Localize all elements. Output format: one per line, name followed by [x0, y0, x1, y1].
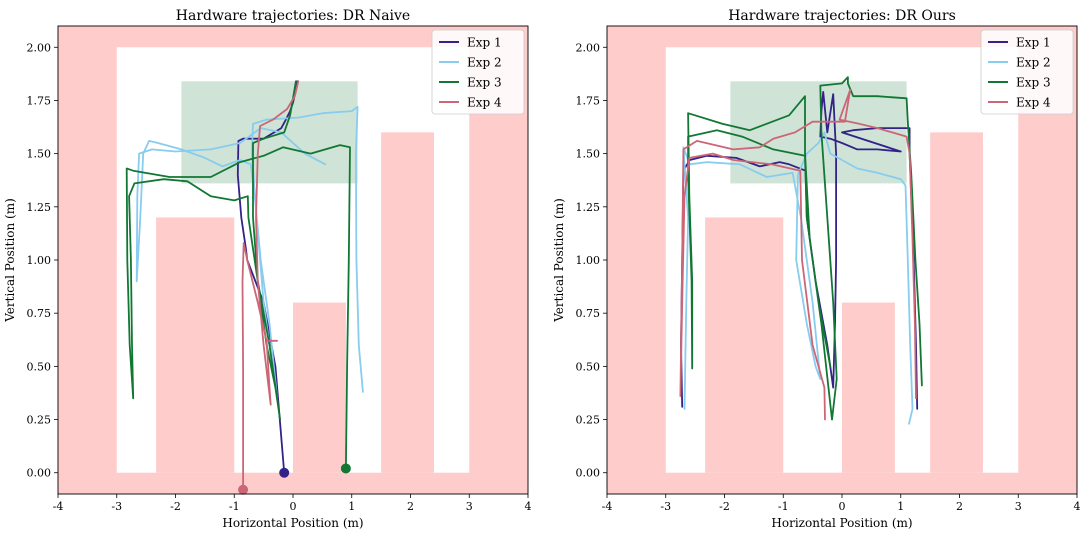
legend-box [431, 29, 525, 115]
chart-title: Hardware trajectories: DR Naive [176, 8, 410, 24]
legend-label-exp-4: Exp 4 [467, 96, 502, 110]
legend-label-exp-4: Exp 4 [1016, 96, 1051, 110]
chart-title: Hardware trajectories: DR Ours [728, 8, 956, 24]
trajectory-exp-2 [682, 131, 914, 425]
legend-label-exp-3: Exp 3 [467, 76, 502, 90]
y-tick-label: 0.50 [27, 360, 52, 373]
x-tick-label: 1 [897, 500, 904, 513]
start-marker-exp-4 [238, 484, 249, 495]
y-tick-label: 0.50 [576, 360, 601, 373]
trajectory-exp-4 [241, 80, 300, 491]
y-tick-label: 1.25 [27, 201, 52, 214]
obstacle [705, 217, 784, 473]
y-axis-label: Vertical Position (m) [552, 198, 566, 323]
obstacle [156, 217, 235, 473]
y-tick-label: 1.75 [576, 94, 601, 107]
x-tick-label: -3 [111, 500, 122, 513]
trajectory-exp-3 [125, 80, 351, 470]
x-tick-label: 1 [348, 500, 355, 513]
start-marker-exp-3 [340, 463, 351, 474]
y-tick-label: 1.25 [576, 201, 601, 214]
y-tick-label: 0.75 [576, 307, 601, 320]
x-tick-label: -2 [170, 500, 181, 513]
y-tick-label: 2.00 [27, 41, 52, 54]
x-tick-label: 3 [466, 500, 473, 513]
obstacle [930, 132, 983, 473]
legend-label-exp-3: Exp 3 [1016, 76, 1051, 90]
x-tick-label: -4 [53, 500, 64, 513]
legend-label-exp-2: Exp 2 [1016, 56, 1051, 70]
y-tick-label: 1.00 [576, 254, 601, 267]
x-tick-label: 3 [1015, 500, 1022, 513]
y-tick-label: 1.50 [576, 148, 601, 161]
y-axis-label: Vertical Position (m) [3, 198, 17, 323]
y-tick-label: 0.00 [27, 467, 52, 480]
y-tick-label: 0.00 [576, 467, 601, 480]
goal-region [181, 81, 358, 184]
legend-label-exp-2: Exp 2 [467, 56, 502, 70]
y-tick-label: 0.75 [27, 307, 52, 320]
x-tick-label: 4 [1074, 500, 1081, 513]
x-tick-label: 2 [407, 500, 414, 513]
y-tick-label: 2.00 [576, 41, 601, 54]
legend-label-exp-1: Exp 1 [1016, 36, 1051, 50]
subplot-2: -4 -3 -2 -1 0 1 2 3 4 0.00 0.25 0.50 0.75 1.00 1.25 1.5… [552, 8, 1081, 530]
y-tick-label: 0.25 [576, 414, 601, 427]
y-tick-label: 0.25 [27, 414, 52, 427]
y-tick-label: 1.75 [27, 94, 52, 107]
x-tick-label: -1 [778, 500, 789, 513]
trajectory-exp-4 [679, 88, 917, 421]
legend: Exp 1 Exp 2 Exp 3 Exp 4 [980, 29, 1074, 115]
y-tick-label: 1.00 [27, 254, 52, 267]
trajectory-exp-2 [135, 105, 364, 400]
x-axis-label: Horizontal Position (m) [771, 516, 912, 530]
obstacle [293, 302, 346, 473]
y-tick-label: 1.50 [27, 148, 52, 161]
x-tick-label: 0 [290, 500, 297, 513]
obstacle [842, 302, 895, 473]
start-marker-exp-1 [279, 467, 290, 478]
trajectory-exp-3 [687, 76, 923, 421]
subplot-1: -4 -3 -2 -1 0 1 2 3 4 0.00 0.25 0.50 0.75 1.00 1.25 1.5… [3, 8, 532, 530]
x-axis-label: Horizontal Position (m) [222, 516, 363, 530]
legend-box [980, 29, 1074, 115]
obstacle [381, 132, 434, 473]
x-tick-label: 2 [956, 500, 963, 513]
x-tick-label: -3 [660, 500, 671, 513]
x-tick-label: 4 [525, 500, 532, 513]
legend-label-exp-1: Exp 1 [467, 36, 502, 50]
x-tick-label: -4 [602, 500, 613, 513]
x-tick-label: -2 [719, 500, 730, 513]
x-tick-label: 0 [839, 500, 846, 513]
x-tick-label: -1 [229, 500, 240, 513]
legend: Exp 1 Exp 2 Exp 3 Exp 4 [431, 29, 525, 115]
